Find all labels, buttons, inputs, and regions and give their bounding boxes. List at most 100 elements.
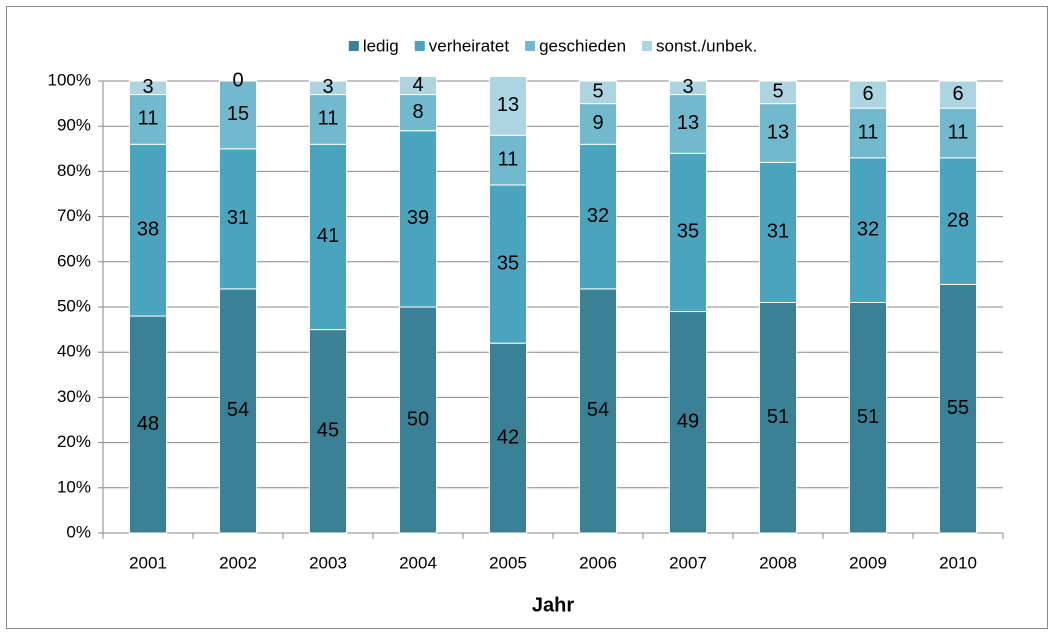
bar-segment (129, 315, 167, 534)
y-tick-label: 10% (57, 477, 91, 496)
data-label: 11 (498, 148, 519, 170)
data-label: 54 (587, 399, 609, 421)
legend-label: sonst./unbek. (656, 36, 757, 55)
legend-label: verheiratet (429, 36, 510, 55)
x-tick-label: 2001 (129, 553, 167, 572)
x-tick-label: 2005 (489, 553, 527, 572)
bar-segment (309, 329, 347, 534)
bar-segment (489, 184, 527, 344)
data-label: 11 (318, 108, 339, 130)
legend-item: geschieden (525, 36, 626, 55)
data-label: 49 (677, 411, 699, 433)
bar-segment (759, 301, 797, 534)
bar-segment (219, 148, 257, 290)
data-label: 15 (227, 103, 249, 125)
bar-segment (669, 311, 707, 534)
bar-segment (129, 94, 167, 145)
x-tick-label: 2008 (759, 553, 797, 572)
bar-segment (939, 107, 977, 159)
legend-swatch (525, 41, 536, 51)
data-label: 50 (407, 408, 429, 430)
data-label: 3 (322, 76, 333, 98)
data-label: 13 (677, 112, 699, 134)
bars: 2001483811320025431150200345411132004503… (129, 69, 977, 572)
x-tick-label: 2004 (399, 553, 437, 572)
legend-swatch (348, 41, 359, 51)
x-tick-label: 2009 (849, 553, 887, 572)
data-label: 8 (412, 101, 423, 123)
legend-label: ledig (363, 36, 399, 55)
bar-segment (309, 80, 347, 96)
y-tick-label: 80% (57, 161, 91, 180)
legend-item: sonst./unbek. (642, 36, 757, 55)
bar-segment (579, 143, 617, 290)
bar-segment (399, 130, 437, 308)
y-tick-label: 50% (57, 296, 91, 315)
data-label: 35 (497, 252, 519, 274)
data-label: 9 (592, 112, 603, 134)
data-label: 11 (948, 121, 969, 143)
data-label: 45 (317, 420, 339, 442)
legend: ledig verheiratet geschieden sonst./unbek. (348, 36, 757, 55)
data-label: 6 (952, 83, 963, 105)
bar-segment (939, 157, 977, 285)
x-tick-label: 2002 (219, 553, 257, 572)
x-tick-label: 2010 (939, 553, 977, 572)
bar-segment (399, 94, 437, 132)
bar-segment (219, 288, 257, 534)
bar-segment (489, 134, 527, 186)
bar-segment (669, 94, 707, 154)
legend-item: verheiratet (414, 36, 510, 55)
legend-swatch (414, 41, 425, 51)
bar-segment (579, 288, 617, 534)
x-tick-label: 2003 (309, 553, 347, 572)
data-label: 31 (767, 221, 789, 243)
data-label: 41 (317, 225, 339, 247)
bar-segment (759, 103, 797, 163)
bar-segment (579, 103, 617, 145)
y-tick-label: 0% (66, 522, 91, 541)
data-label: 11 (138, 108, 159, 130)
y-tick-label: 100% (48, 70, 91, 89)
data-label: 51 (767, 406, 789, 428)
bar-segment (939, 80, 977, 109)
data-label: 28 (947, 209, 969, 231)
data-label: 3 (682, 76, 693, 98)
bar-segment (309, 143, 347, 331)
data-label: 13 (767, 121, 789, 143)
data-label: 13 (497, 94, 519, 116)
bar-segment (129, 80, 167, 96)
data-label: 32 (857, 218, 879, 240)
y-tick-label: 20% (57, 432, 91, 451)
bar-segment (129, 143, 167, 317)
data-label: 42 (497, 426, 519, 448)
legend-item: ledig (348, 36, 399, 55)
data-label: 6 (862, 83, 873, 105)
data-label: 35 (677, 221, 699, 243)
y-tick-label: 40% (57, 342, 91, 361)
x-tick-label: 2006 (579, 553, 617, 572)
bar-segment (579, 80, 617, 105)
bar-segment (489, 75, 527, 136)
y-tick-label: 70% (57, 206, 91, 225)
bar-segment (219, 80, 257, 150)
y-tick-label: 30% (57, 387, 91, 406)
data-label: 3 (142, 76, 153, 98)
bar-segment (669, 152, 707, 313)
data-label: 54 (227, 399, 249, 421)
bar-segment (759, 80, 797, 105)
data-label: 51 (857, 406, 879, 428)
data-label: 48 (137, 413, 159, 435)
y-tick-label: 90% (57, 116, 91, 135)
data-label: 5 (592, 81, 603, 103)
bar-segment (849, 80, 887, 109)
y-tick-label: 60% (57, 251, 91, 270)
data-label: 32 (587, 205, 609, 227)
bar-segment (309, 94, 347, 145)
bar-segment (489, 342, 527, 534)
data-label: 55 (947, 397, 969, 419)
legend-label: geschieden (539, 36, 626, 55)
x-tick-label: 2007 (669, 553, 707, 572)
data-label: 4 (412, 74, 423, 96)
